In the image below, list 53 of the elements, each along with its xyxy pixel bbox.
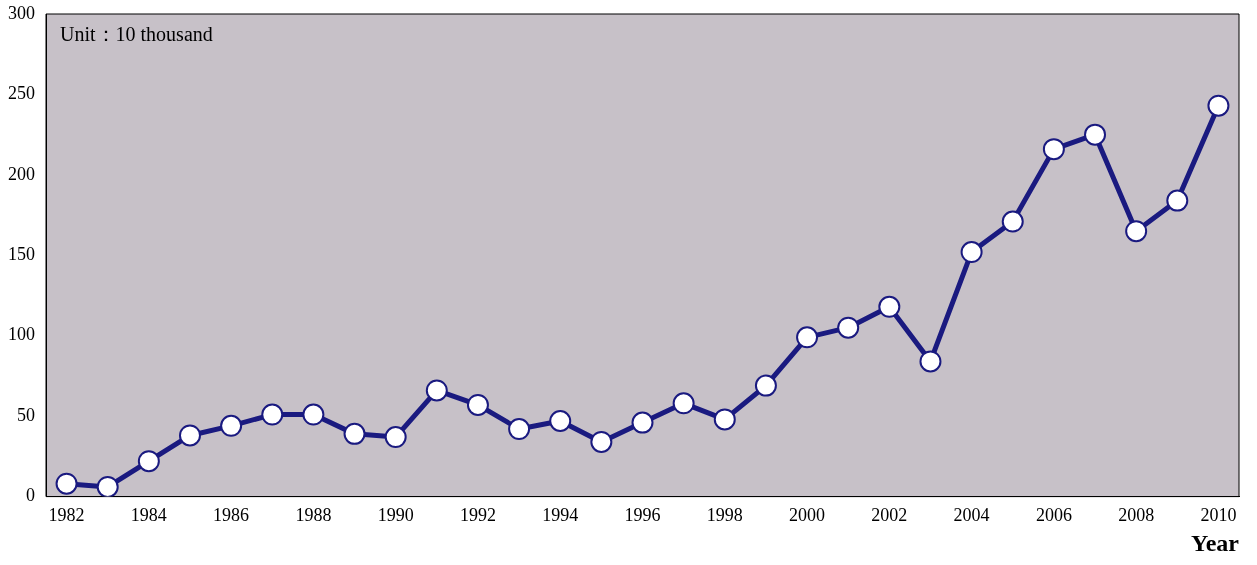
point xyxy=(302,403,325,426)
point xyxy=(466,393,489,416)
x-tick-label: 2008 xyxy=(1118,505,1155,526)
point xyxy=(1084,123,1107,146)
x-tick-label: 1998 xyxy=(706,505,743,526)
point xyxy=(1125,220,1148,243)
y-tick-label: 100 xyxy=(8,324,35,345)
x-tick-label: 2002 xyxy=(871,505,908,526)
point xyxy=(137,450,160,473)
x-tick-label: 1996 xyxy=(624,505,661,526)
y-tick-label: 50 xyxy=(17,404,35,425)
y-tick-label: 150 xyxy=(8,244,35,265)
point xyxy=(672,392,695,415)
y-tick-label: 0 xyxy=(26,485,35,506)
x-tick-label: 1992 xyxy=(459,505,496,526)
point xyxy=(55,472,78,495)
x-tick-label: 1994 xyxy=(542,505,579,526)
point xyxy=(425,379,448,402)
point xyxy=(1001,210,1024,233)
x-tick-label: 2006 xyxy=(1035,505,1072,526)
y-tick-label: 250 xyxy=(8,83,35,104)
point xyxy=(1042,138,1065,161)
point xyxy=(631,411,654,434)
y-tick-label: 300 xyxy=(8,2,35,23)
x-tick-label: 2000 xyxy=(789,505,826,526)
point xyxy=(343,422,366,445)
point xyxy=(261,403,284,426)
point xyxy=(960,241,983,264)
x-axis-title: Year xyxy=(1191,529,1240,556)
point xyxy=(96,475,119,497)
point xyxy=(549,409,572,432)
x-tick-label: 1988 xyxy=(295,505,332,526)
point xyxy=(590,430,613,453)
y-tick-label: 200 xyxy=(8,163,35,184)
point xyxy=(508,418,531,441)
point xyxy=(1166,189,1189,212)
point xyxy=(919,350,942,373)
point xyxy=(878,295,901,318)
point xyxy=(796,326,819,349)
point xyxy=(837,316,860,339)
point xyxy=(754,374,777,397)
point xyxy=(1207,94,1230,117)
x-tick-label: 1986 xyxy=(213,505,250,526)
point xyxy=(178,424,201,447)
x-tick-label: 2010 xyxy=(1200,505,1237,526)
annotation: Unit：10 thousand xyxy=(60,23,213,46)
point xyxy=(220,414,243,437)
x-tick-label: 1990 xyxy=(377,505,414,526)
point xyxy=(713,408,736,431)
x-tick-label: 2004 xyxy=(953,505,990,526)
point xyxy=(384,426,407,449)
x-tick-label: 1982 xyxy=(48,505,85,526)
x-tick-label: 1984 xyxy=(130,505,167,526)
